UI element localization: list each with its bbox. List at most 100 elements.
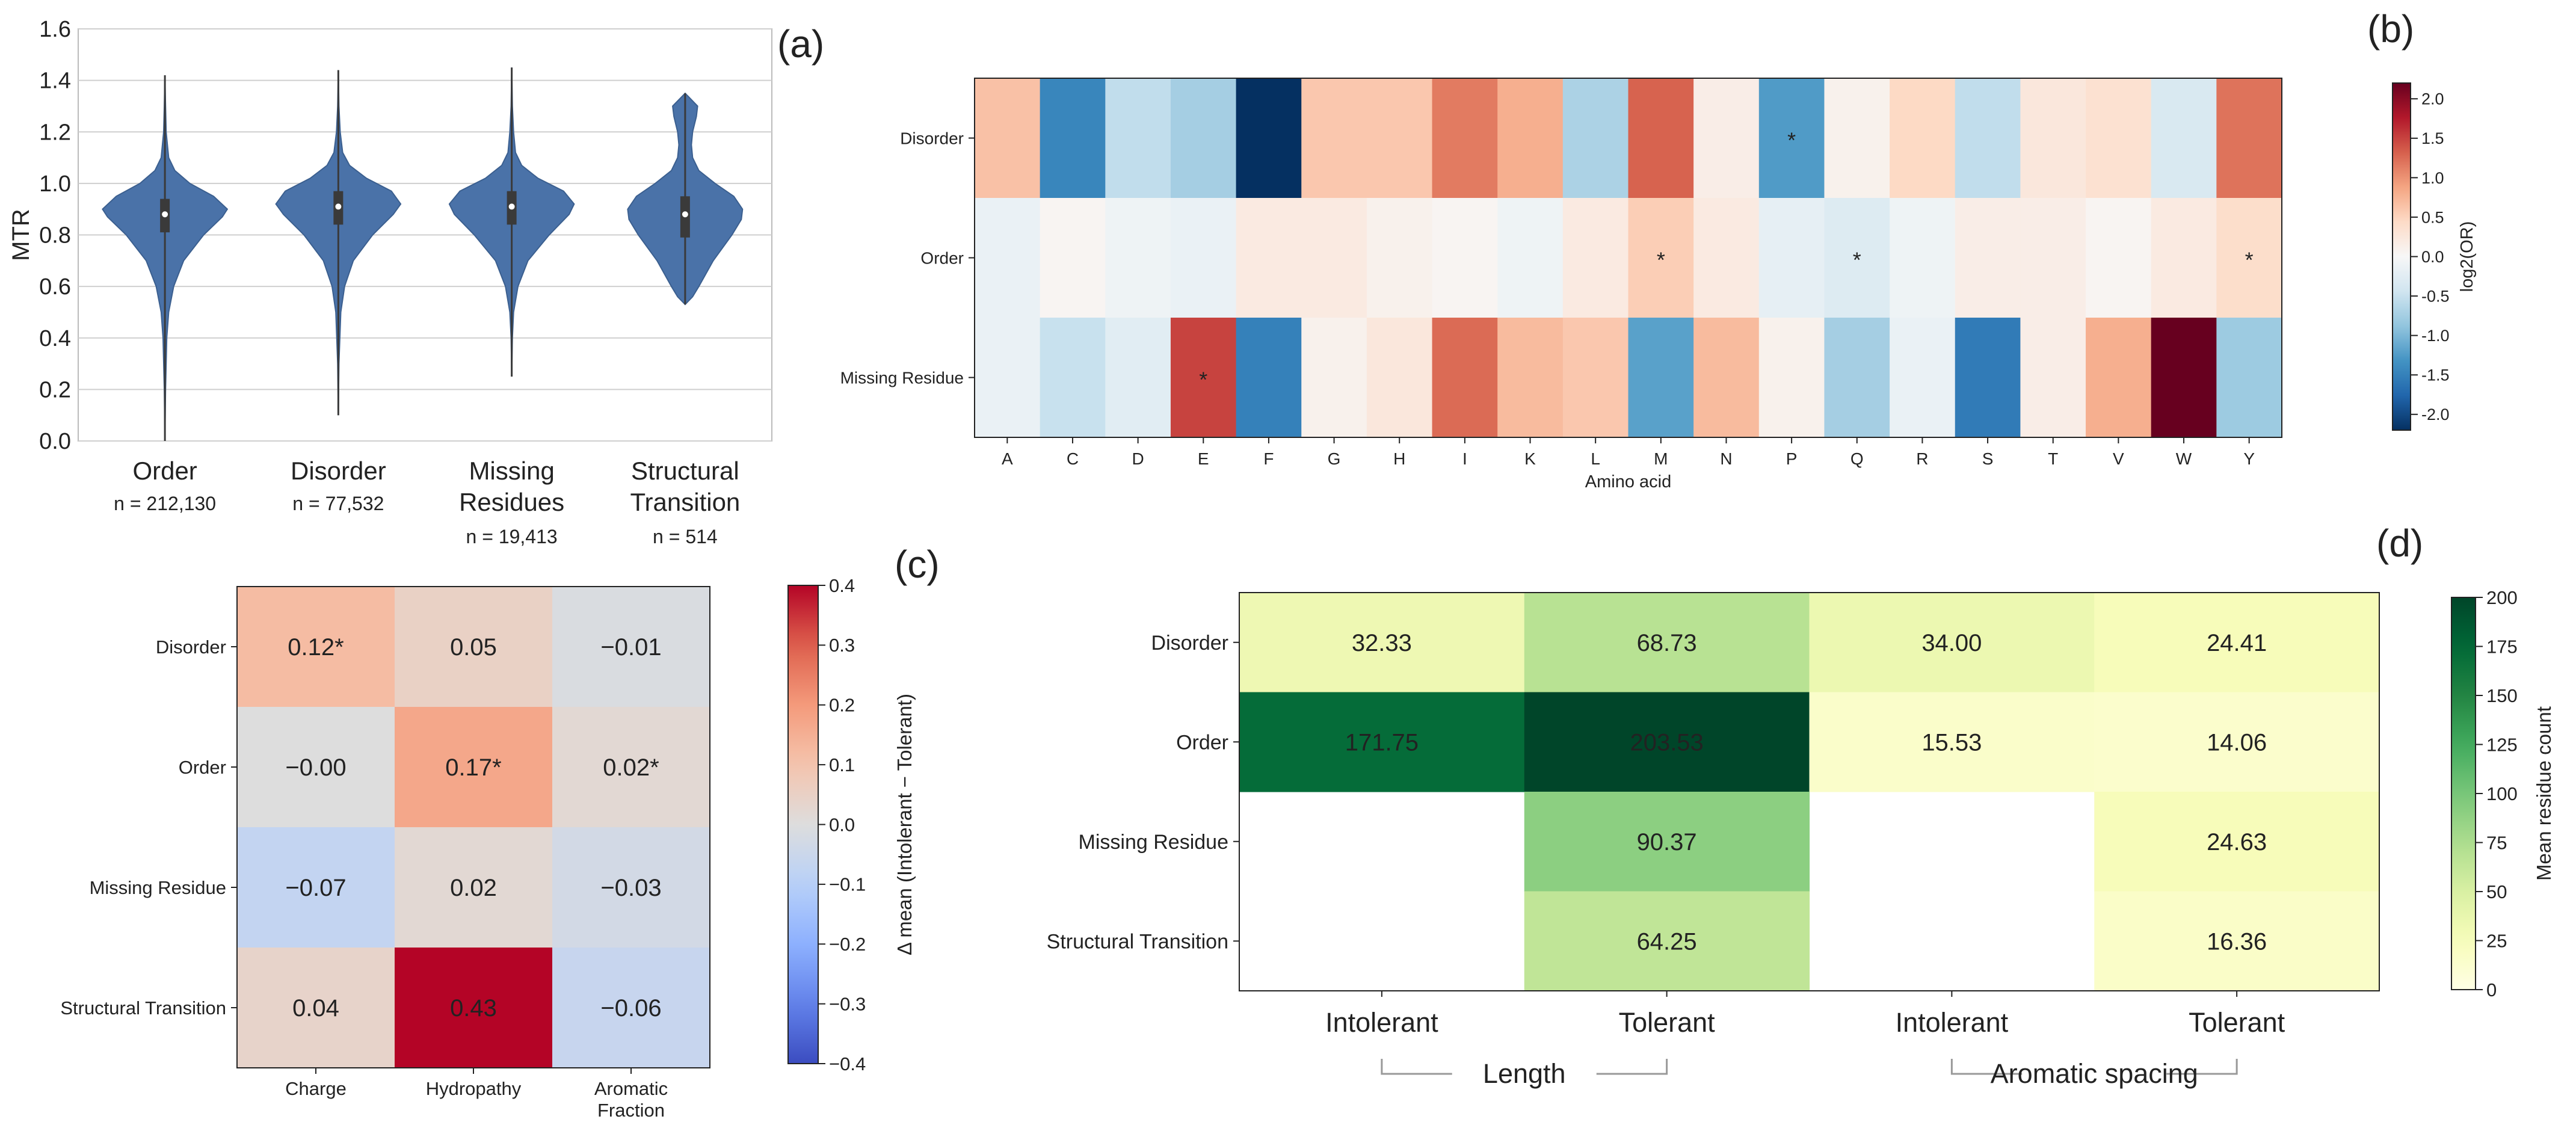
heatmap-cell	[552, 587, 710, 707]
panel-label-b: (b)	[2367, 7, 2414, 51]
heatmap-cell	[552, 827, 710, 948]
significance-star: *	[1853, 248, 1861, 273]
heatmap-col-label: Fraction	[597, 1100, 665, 1121]
heatmap-cell	[1562, 198, 1629, 318]
violin-y-tick-label: 1.4	[39, 69, 71, 94]
heatmap-cell	[1758, 198, 1825, 318]
group-label: Length	[1483, 1058, 1566, 1089]
heatmap-cell-value: −0.06	[600, 995, 661, 1022]
heatmap-cell-value: −0.00	[285, 754, 346, 781]
heatmap-row-label: Disorder	[900, 129, 964, 148]
cb-c-colorbar-tick-label: 0.2	[829, 695, 855, 716]
heatmap-cell	[1524, 891, 1810, 991]
violin-y-tick-label: 1.6	[39, 17, 71, 42]
panel-label-c: (c)	[895, 543, 940, 586]
heatmap-col-label: K	[1524, 449, 1536, 468]
heatmap-cell	[1809, 692, 2095, 792]
cb-c-colorbar-tick-label: −0.2	[829, 934, 866, 955]
cb-b-colorbar-tick-label: 0.0	[2421, 248, 2444, 266]
cb-b-colorbar-tick-label: 1.0	[2421, 169, 2444, 187]
violin-sample-size: n = 19,413	[466, 526, 558, 547]
heatmap-col-label: C	[1067, 449, 1079, 468]
cb-d-colorbar-tick-label: 175	[2486, 636, 2518, 657]
heatmap-cell	[1824, 198, 1890, 318]
group-bracket-left	[1381, 1059, 1452, 1075]
heatmap-cell	[1497, 78, 1564, 199]
heatmap-col-label: H	[1393, 449, 1405, 468]
heatmap-cell	[1890, 318, 1956, 438]
cb-b-colorbar-tick-label: 1.5	[2421, 129, 2444, 147]
significance-star: *	[1787, 128, 1796, 153]
heatmap-cell	[1040, 198, 1106, 318]
violin-category-label: Transition	[630, 488, 740, 516]
heatmap-cell	[1170, 318, 1237, 438]
cb-c-colorbar-label: Δ mean (Intolerant − Tolerant)	[893, 694, 916, 955]
violin-median-point	[162, 211, 168, 218]
cb-d-colorbar	[2451, 597, 2476, 990]
heatmap-cell	[1497, 318, 1564, 438]
heatmap-cell	[975, 198, 1041, 318]
heatmap-x-axis-label: Amino acid	[1585, 472, 1671, 492]
panel-b-amino-acid-heatmap: * * * * * Disorder Order Missing Residue A C D E F G H…	[840, 78, 2477, 492]
heatmap-cell-value: 0.43	[450, 995, 497, 1022]
panel-a-violin-chart: 0.0 0.2 0.4 0.6 0.8 1.0 1.2 1.4 1.6 MTR Order n = 2…	[8, 17, 772, 547]
heatmap-cell	[1105, 78, 1171, 199]
heatmap-cell-value: 0.02	[450, 875, 497, 901]
cb-b-colorbar-tick-label: -1.0	[2421, 327, 2450, 345]
cb-c-colorbar-tick-label: 0.3	[829, 635, 855, 656]
heatmap-row-label: Structural Transition	[1047, 930, 1228, 953]
cb-b-colorbar-label: log2(OR)	[2457, 221, 2477, 292]
heatmap-cell	[1432, 318, 1498, 438]
violin-sample-size: n = 514	[653, 526, 718, 547]
violin-y-tick-label: 1.2	[39, 120, 71, 145]
heatmap-col-label: Charge	[285, 1078, 347, 1099]
heatmap-cell	[1239, 593, 1525, 693]
violin-category-label: Residues	[459, 488, 564, 516]
heatmap-col-label: N	[1720, 449, 1732, 468]
group-bracket-right	[1596, 1059, 1668, 1075]
cb-d-colorbar-tick-label: 75	[2486, 832, 2507, 853]
heatmap-cell-value: 171.75	[1345, 729, 1419, 756]
heatmap-cell	[1524, 593, 1810, 693]
heatmap-cell-value: 16.36	[2207, 928, 2267, 955]
heatmap-cell	[1524, 792, 1810, 892]
heatmap-cell	[1170, 78, 1237, 199]
heatmap-col-label: E	[1198, 449, 1209, 468]
cb-c-colorbar-tick-label: −0.3	[829, 993, 866, 1014]
violin-category-label: Disorder	[291, 457, 386, 485]
heatmap-cell-value: 0.05	[450, 634, 497, 661]
significance-star: *	[2245, 248, 2254, 273]
cb-d-colorbar-tick-label: 100	[2486, 783, 2518, 804]
heatmap-cell	[2094, 593, 2380, 693]
heatmap-cell	[1758, 318, 1825, 438]
heatmap-cell	[2216, 318, 2282, 438]
violin-y-tick-label: 1.0	[39, 171, 71, 197]
heatmap-cell-value: 0.02*	[603, 754, 659, 781]
heatmap-cell	[975, 78, 1041, 199]
heatmap-cell	[2020, 78, 2086, 199]
violin-median-point	[508, 203, 515, 210]
violin-median-point	[335, 203, 342, 210]
heatmap-cell	[2151, 318, 2217, 438]
panel-label-a: (a)	[777, 22, 824, 66]
violin-category-label: Missing	[469, 457, 554, 485]
violin-sample-size: n = 77,532	[292, 493, 384, 514]
heatmap-col-label: I	[1462, 449, 1467, 468]
heatmap-cell-value: 0.17*	[445, 754, 501, 781]
heatmap-cell	[1524, 692, 1810, 792]
cb-b-colorbar-tick-label: -0.5	[2421, 288, 2450, 306]
heatmap-cell	[237, 707, 395, 828]
heatmap-cell	[1809, 593, 2095, 693]
group-bracket-left	[1950, 1059, 2023, 1075]
heatmap-row-label: Order	[1176, 731, 1228, 754]
heatmap-cell-value: 32.33	[1352, 630, 1412, 656]
heatmap-row-label: Missing Residue	[90, 877, 226, 898]
heatmap-cell	[1628, 318, 1694, 438]
heatmap-cell-value: −0.01	[600, 634, 661, 661]
heatmap-cell-value: 203.53	[1630, 729, 1703, 756]
heatmap-cell	[1628, 78, 1694, 199]
heatmap-cell	[1432, 78, 1498, 199]
heatmap-row-label: Order	[920, 249, 964, 268]
heatmap-col-label: T	[2048, 449, 2058, 468]
